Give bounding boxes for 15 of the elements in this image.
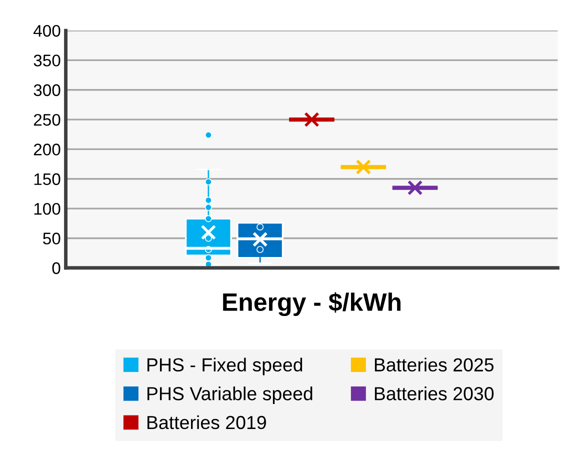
y-tick-label: 50: [43, 232, 60, 244]
y-tick-label: 350: [34, 54, 60, 66]
legend-label: Batteries 2030: [374, 386, 494, 400]
x-axis-title: Energy - $/kWh: [223, 292, 400, 316]
y-tick-label: 300: [34, 84, 60, 96]
y-tick-label: 250: [34, 114, 60, 126]
y-tick-label: 400: [33, 24, 60, 37]
y-tick-label: 0: [52, 262, 60, 274]
legend-label: PHS Variable speed: [147, 386, 312, 404]
y-tick-label: 200: [34, 144, 60, 156]
y-tick-label: 150: [34, 173, 60, 186]
legend-label: Batteries 2025: [374, 358, 494, 372]
y-tick-label: 100: [34, 202, 60, 215]
legend-label: Batteries 2019: [147, 415, 266, 430]
legend-label: PHS - Fixed speed: [147, 358, 302, 376]
